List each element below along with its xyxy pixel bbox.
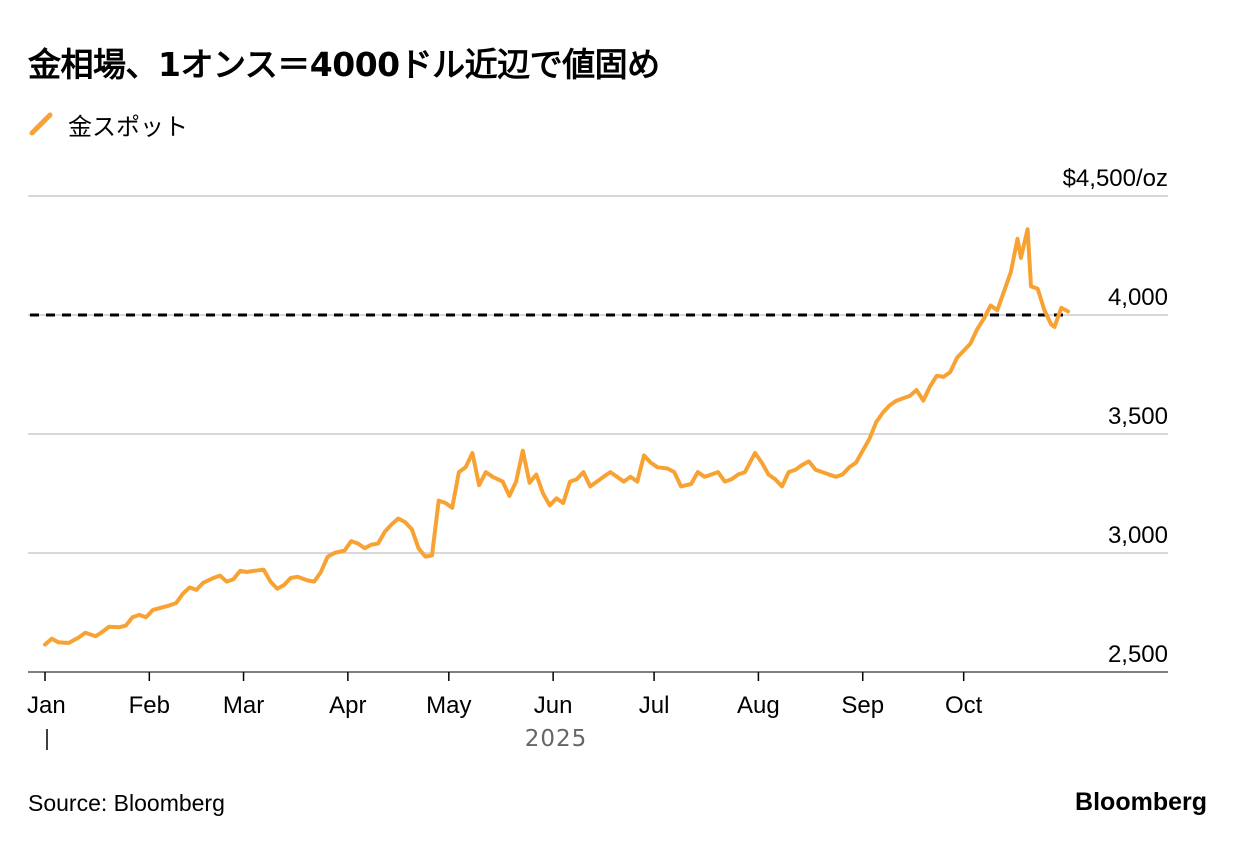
source-note: Source: Bloomberg [28, 790, 225, 816]
year-label: 2025 [525, 726, 588, 752]
x-tick-label: Oct [945, 692, 983, 719]
x-tick-label: Jan [27, 692, 66, 719]
y-axis: $4,500/oz 4,000 3,500 3,000 2,500 [1063, 165, 1168, 668]
x-tick-label: Sep [841, 692, 884, 719]
y-tick-label: 3,500 [1108, 403, 1168, 430]
series-group [43, 227, 1070, 647]
x-axis: Jan Feb Mar Apr May Jun Jul Aug Sep Oct 2025 [27, 672, 983, 752]
x-tick-label: Jul [639, 692, 670, 719]
x-tick-label: Mar [223, 692, 264, 719]
legend-label: 金スポット [68, 112, 188, 141]
y-tick-label: 4,000 [1108, 284, 1168, 311]
legend-swatch-icon [29, 112, 53, 136]
y-tick-label: 2,500 [1108, 641, 1168, 668]
x-tick-label: Apr [329, 692, 366, 719]
chart-title: 金相場、1オンス＝4000ドル近辺で値固め [28, 45, 660, 84]
x-tick-label: May [426, 692, 471, 719]
legend: 金スポット [28, 108, 188, 141]
x-tick-label: Jun [534, 692, 573, 719]
x-tick-label: Feb [129, 692, 170, 719]
brand-logo: Bloomberg [1075, 788, 1207, 816]
gridlines [28, 195, 1168, 673]
x-tick-label: Aug [737, 692, 780, 719]
y-tick-label: $4,500/oz [1063, 165, 1168, 192]
y-tick-label: 3,000 [1108, 522, 1168, 549]
series-line-gold-spot [43, 227, 1070, 647]
